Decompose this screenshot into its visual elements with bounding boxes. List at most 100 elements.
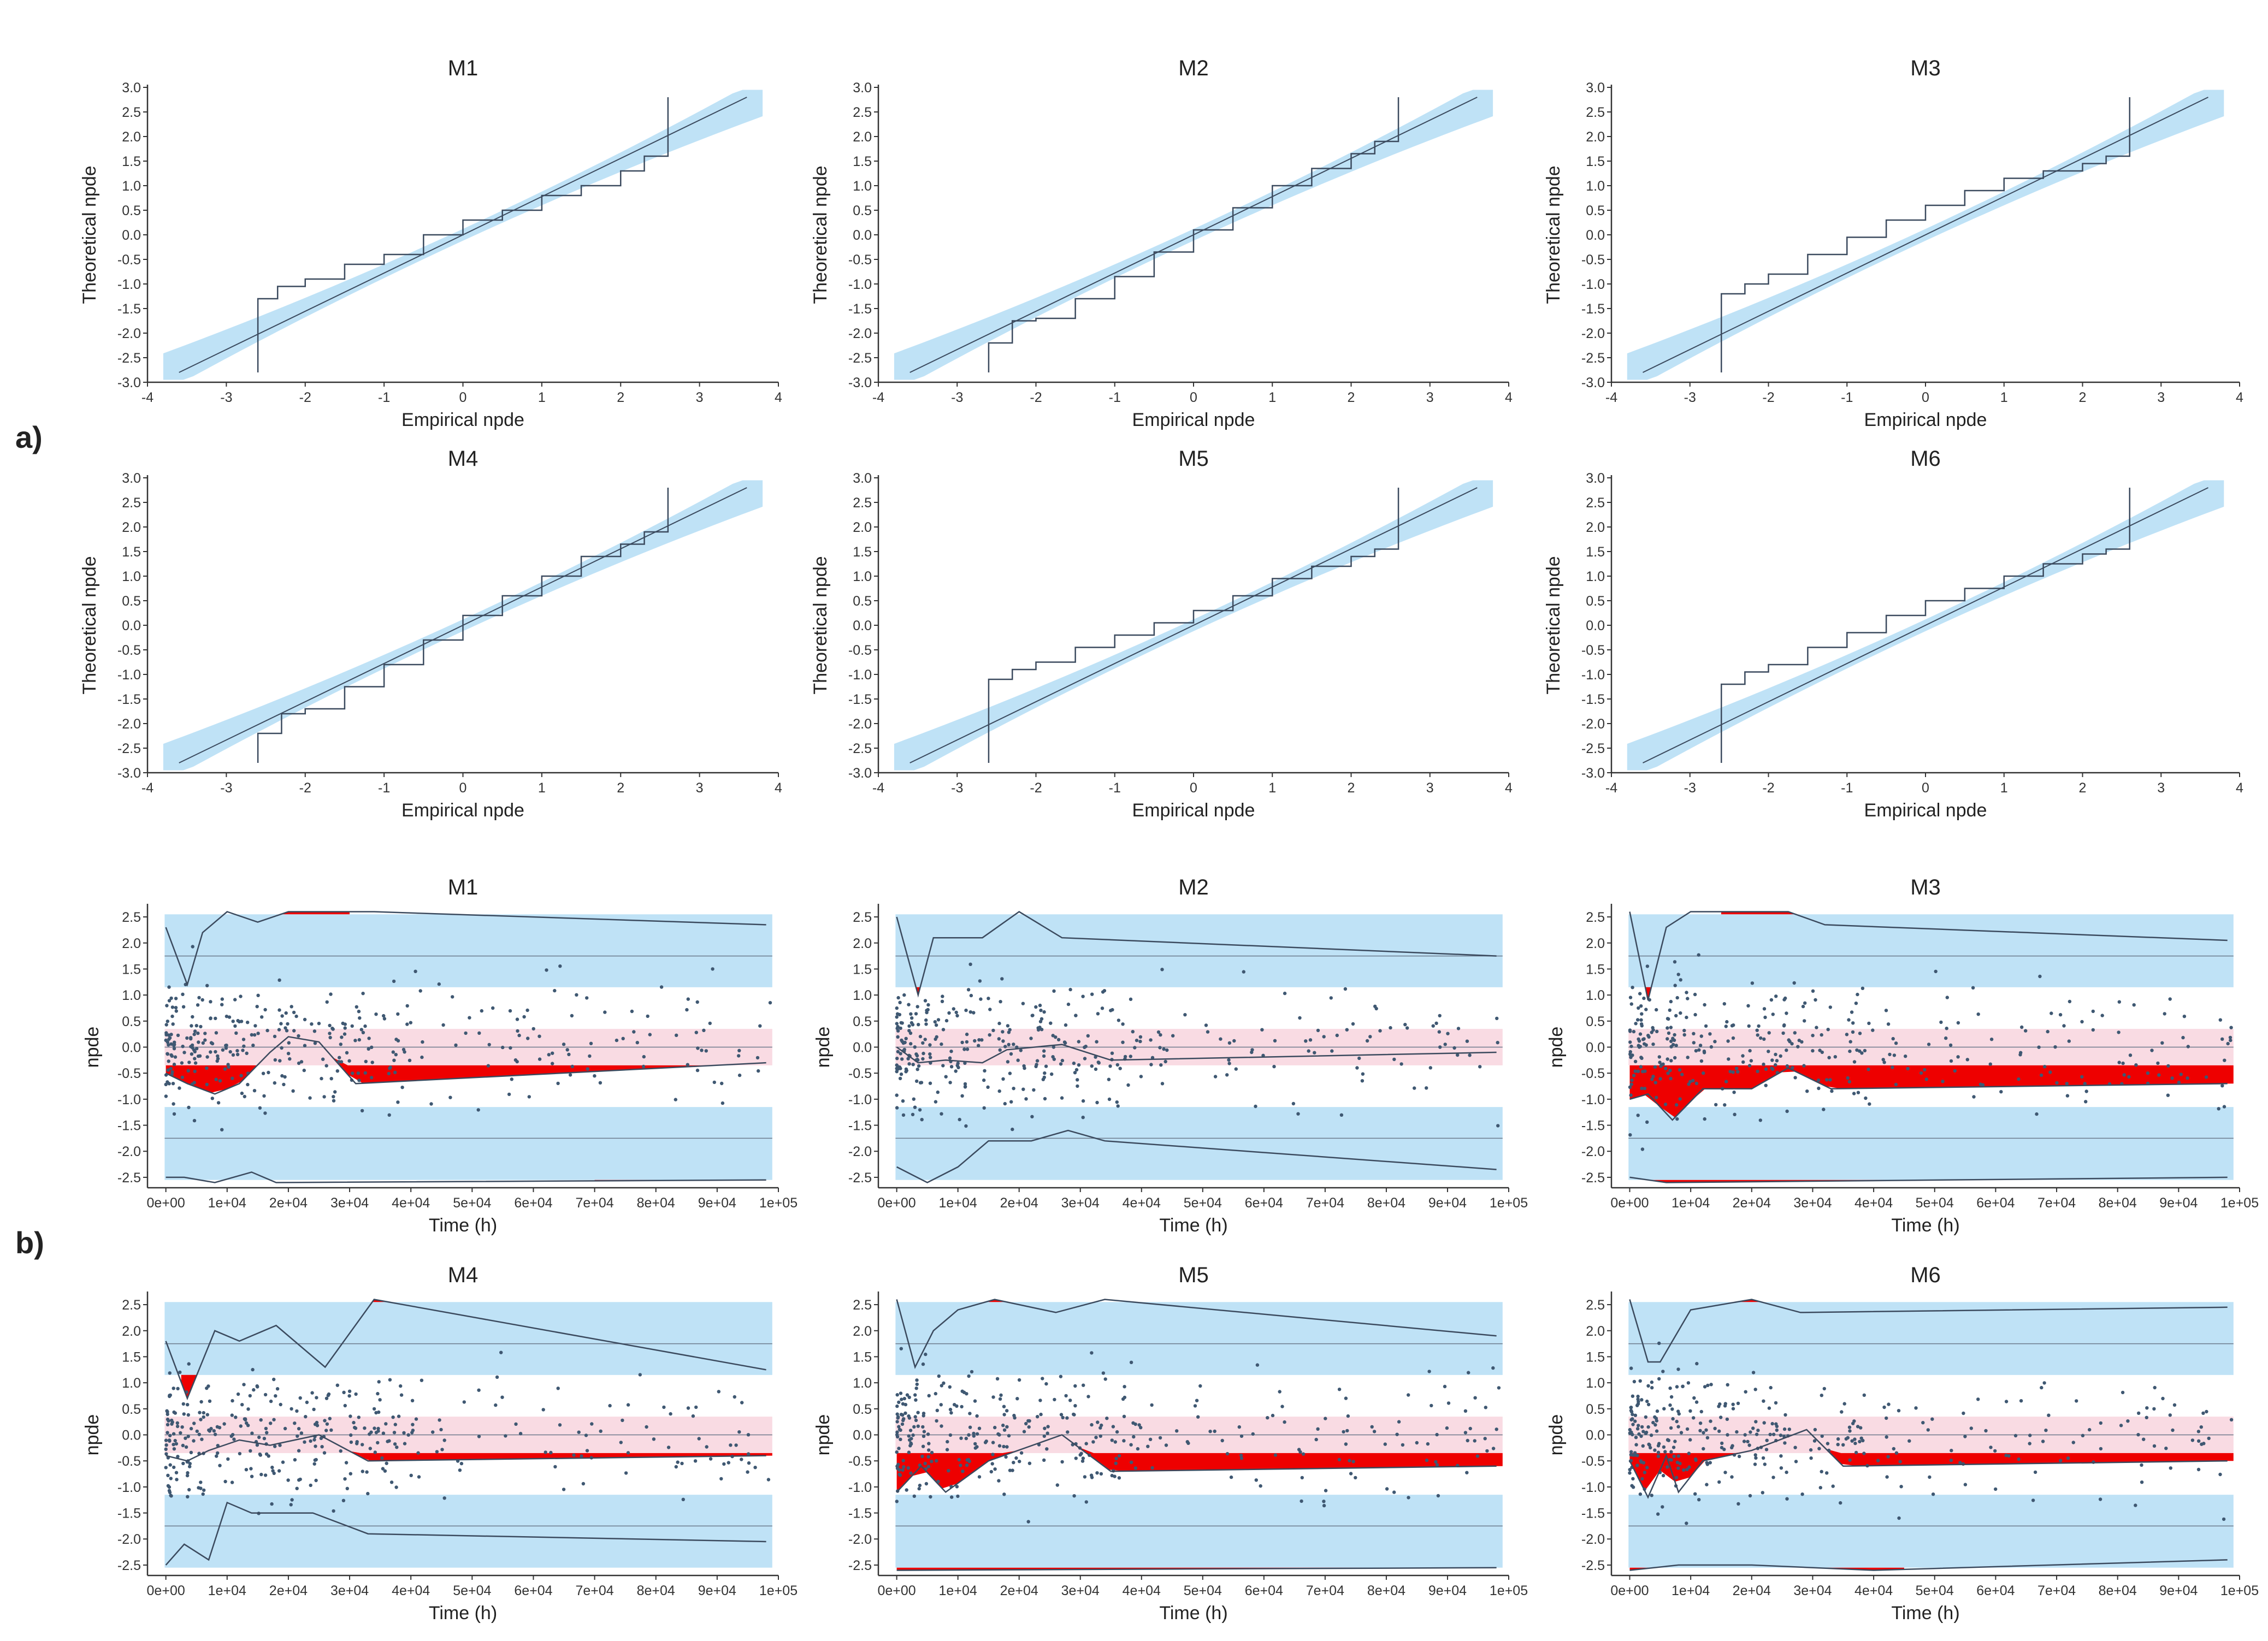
y-tick-label: -1.5 bbox=[848, 1506, 872, 1521]
observation-point bbox=[1635, 1464, 1639, 1467]
observation-point bbox=[1635, 1403, 1639, 1407]
observation-point bbox=[343, 1026, 347, 1030]
observation-point bbox=[940, 1112, 943, 1116]
observation-point bbox=[273, 1081, 276, 1085]
observation-point bbox=[1278, 1390, 1281, 1394]
observation-point bbox=[967, 1374, 971, 1378]
reference-line bbox=[1643, 97, 2208, 373]
observation-point bbox=[192, 1081, 196, 1085]
observation-point bbox=[1665, 1438, 1670, 1442]
observation-point bbox=[1640, 1147, 1645, 1151]
observation-point bbox=[624, 1471, 628, 1475]
observation-point bbox=[1628, 1050, 1632, 1054]
x-tick-label: -2 bbox=[1762, 780, 1774, 796]
observation-point bbox=[1035, 1063, 1038, 1067]
observation-point bbox=[1227, 1062, 1231, 1065]
observation-point bbox=[1077, 1063, 1081, 1067]
observation-point bbox=[1682, 1028, 1686, 1033]
observation-point bbox=[393, 1442, 397, 1446]
observation-point bbox=[214, 1031, 218, 1035]
observation-point bbox=[986, 1085, 990, 1089]
observation-point bbox=[239, 1424, 243, 1428]
observation-point bbox=[919, 1081, 924, 1085]
observation-point bbox=[1669, 1450, 1673, 1454]
outlier-region bbox=[166, 1038, 772, 1093]
observation-point bbox=[175, 1424, 180, 1429]
observation-point bbox=[384, 1422, 388, 1426]
x-tick-label: 3e+04 bbox=[330, 1583, 369, 1598]
observation-point bbox=[1425, 1458, 1429, 1462]
y-tick-label: 1.5 bbox=[1586, 1349, 1605, 1365]
observation-point bbox=[1963, 1483, 1968, 1486]
observation-point bbox=[1324, 1417, 1327, 1420]
observation-point bbox=[1098, 1426, 1102, 1430]
x-tick-label: 2e+04 bbox=[1733, 1583, 1771, 1598]
observation-point bbox=[2067, 1039, 2071, 1043]
observation-point bbox=[1160, 1082, 1165, 1086]
observation-point bbox=[2201, 1411, 2205, 1415]
observation-point bbox=[1066, 1430, 1070, 1434]
observation-point bbox=[1762, 1062, 1765, 1067]
observation-point bbox=[1637, 1400, 1640, 1403]
observation-point bbox=[1956, 1021, 1960, 1025]
x-tick-label: 9e+04 bbox=[2159, 1195, 2198, 1211]
observation-point bbox=[1694, 1400, 1699, 1404]
x-tick-label: 8e+04 bbox=[2099, 1583, 2137, 1598]
x-tick-label: 4e+04 bbox=[1123, 1583, 1161, 1598]
observation-point bbox=[766, 1478, 771, 1482]
observation-point bbox=[229, 1434, 233, 1438]
observation-point bbox=[403, 1442, 407, 1445]
observation-point bbox=[230, 1413, 234, 1417]
observation-point bbox=[907, 1450, 911, 1454]
observation-point bbox=[2080, 1075, 2084, 1079]
y-tick-label: 0.0 bbox=[1586, 228, 1605, 243]
x-tick-label: 9e+04 bbox=[1428, 1195, 1467, 1211]
observation-point bbox=[172, 1443, 175, 1447]
observation-point bbox=[1109, 1009, 1113, 1012]
observation-point bbox=[1692, 1032, 1696, 1036]
observation-point bbox=[1702, 1447, 1705, 1451]
observation-point bbox=[1121, 1022, 1125, 1026]
observation-point bbox=[2207, 1436, 2211, 1441]
observation-point bbox=[669, 1412, 672, 1416]
observation-point bbox=[941, 1064, 945, 1068]
observation-point bbox=[1114, 1456, 1118, 1460]
observation-point bbox=[1803, 1019, 1806, 1023]
observation-point bbox=[1081, 994, 1085, 998]
x-tick-label: 3 bbox=[1426, 780, 1434, 796]
observation-point bbox=[1628, 1029, 1632, 1033]
observation-point bbox=[2035, 1112, 2039, 1116]
observation-point bbox=[1709, 1383, 1713, 1387]
observation-point bbox=[494, 1403, 498, 1407]
observation-point bbox=[251, 1367, 255, 1372]
observation-point bbox=[1046, 1425, 1050, 1429]
observation-point bbox=[959, 1464, 962, 1467]
observation-point bbox=[641, 1064, 646, 1069]
observed-lower-line bbox=[165, 1501, 766, 1566]
observation-point bbox=[1632, 1029, 1636, 1034]
observation-point bbox=[1115, 1063, 1119, 1067]
observation-point bbox=[186, 1471, 190, 1475]
y-tick-label: -2.0 bbox=[848, 1144, 872, 1159]
observation-point bbox=[279, 1402, 282, 1407]
observation-point bbox=[1043, 1071, 1047, 1075]
observation-point bbox=[246, 1021, 250, 1024]
observation-point bbox=[184, 1436, 187, 1440]
observation-point bbox=[926, 1003, 930, 1007]
observation-point bbox=[2084, 1089, 2088, 1093]
observation-point bbox=[164, 1466, 168, 1470]
observation-point bbox=[416, 1451, 420, 1455]
observation-point bbox=[1629, 1450, 1633, 1454]
y-tick-label: -1.0 bbox=[1581, 1092, 1605, 1107]
observation-point bbox=[216, 1101, 221, 1105]
observation-point bbox=[895, 1430, 899, 1434]
observation-point bbox=[355, 1005, 358, 1009]
observation-point bbox=[288, 1057, 292, 1061]
y-tick-label: -0.5 bbox=[848, 252, 872, 268]
observation-point bbox=[934, 1391, 938, 1396]
y-tick-label: 0.0 bbox=[1586, 1040, 1605, 1056]
observation-point bbox=[378, 1398, 382, 1402]
observation-point bbox=[589, 1041, 593, 1046]
observation-point bbox=[1335, 1033, 1339, 1038]
observation-point bbox=[1785, 1011, 1788, 1015]
